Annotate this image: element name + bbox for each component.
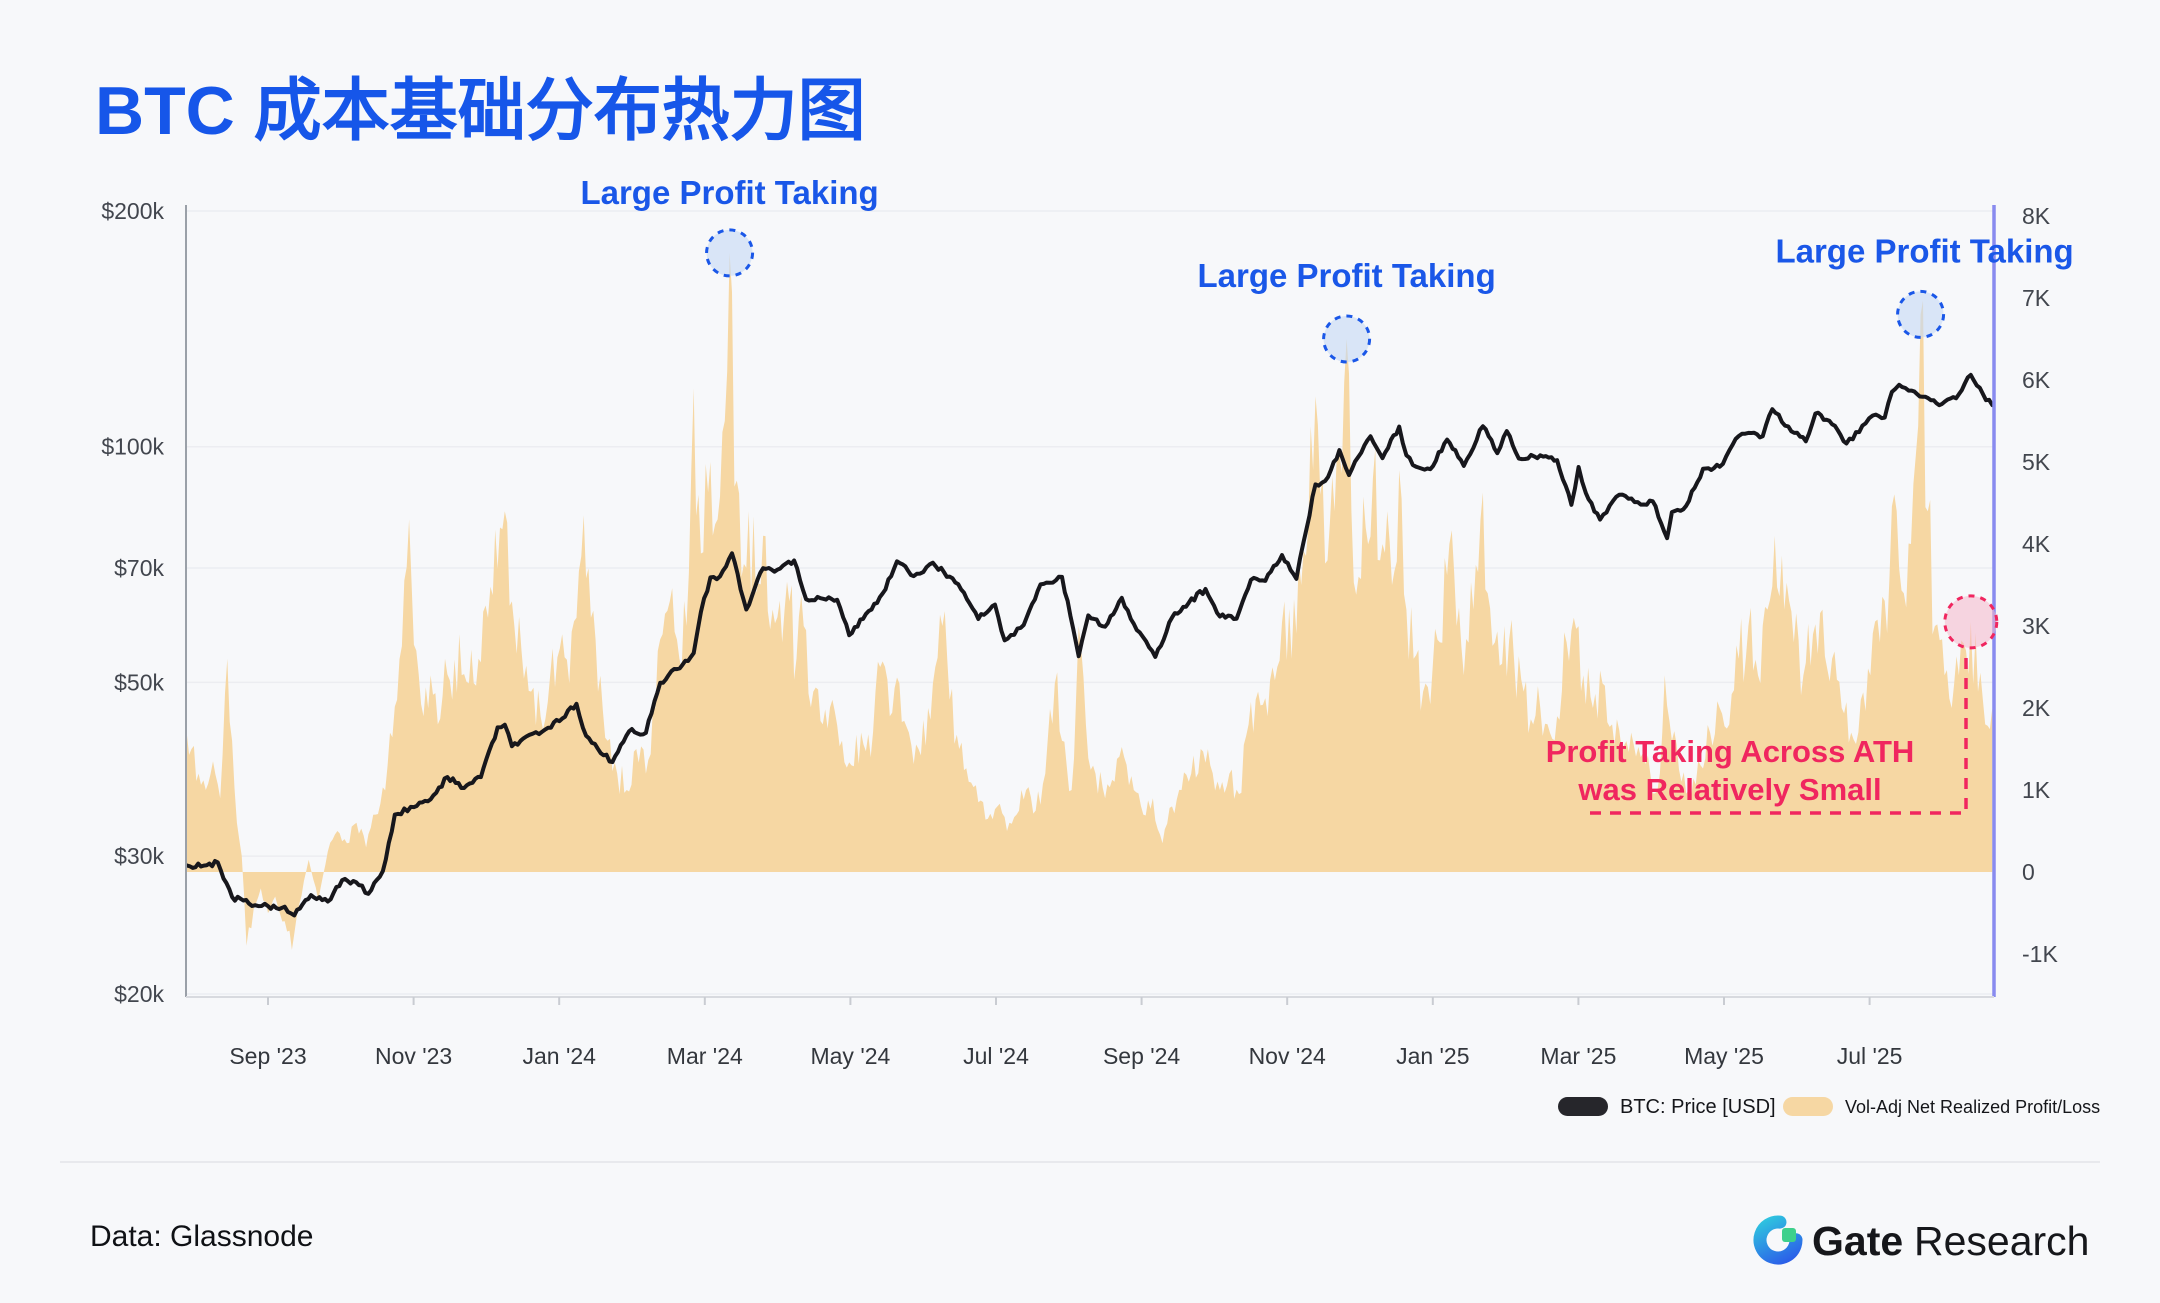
legend-pnl-label: Vol-Adj Net Realized Profit/Loss [1845, 1097, 2100, 1117]
x-axis-tick-label: Sep '24 [1103, 1043, 1180, 1069]
large-profit-label: Large Profit Taking [1197, 257, 1495, 294]
left-axis-tick-label: $70k [114, 555, 164, 581]
large-profit-label: Large Profit Taking [1775, 232, 2073, 269]
left-axis-tick-label: $20k [114, 981, 164, 1007]
data-source-label: Data: Glassnode [90, 1220, 313, 1253]
x-axis-tick-label: Jul '24 [963, 1043, 1029, 1069]
left-axis-tick-label: $50k [114, 669, 164, 695]
x-axis-tick-label: Mar '24 [667, 1043, 743, 1069]
large-profit-label: Large Profit Taking [580, 174, 878, 211]
x-axis-tick-label: Sep '23 [229, 1043, 306, 1069]
annotation-layer: Large Profit Taking Large Profit Taking La… [580, 174, 2074, 650]
large-profit-circle [1322, 314, 1372, 364]
right-axis-tick-label: 2K [2022, 695, 2051, 721]
left-axis-tick-label: $30k [114, 843, 164, 869]
x-axis-labels: Sep '23 Nov '23 Jan '24 Mar '24 May '24 Jul '… [229, 997, 1902, 1069]
right-axis-tick-label: 5K [2022, 449, 2051, 475]
x-axis-tick-label: May '24 [810, 1043, 890, 1069]
right-axis-tick-label: 6K [2022, 367, 2051, 393]
brand-name-bold: Gate [1812, 1218, 1903, 1264]
x-axis-tick-label: Jul '25 [1837, 1043, 1903, 1069]
right-axis-tick-label: -1K [2022, 941, 2058, 967]
y-axis-right-labels: 8K 7K 6K 5K 4K 3K 2K 1K 0 -1K [2022, 203, 2058, 967]
x-axis-tick-label: Mar '25 [1540, 1043, 1616, 1069]
ath-small-profit-circle [1943, 594, 1999, 650]
x-axis-tick-label: Nov '23 [375, 1043, 452, 1069]
brand-name-light: Research [1914, 1218, 2089, 1264]
left-axis-tick-label: $200k [101, 198, 164, 224]
ath-callout-text-line2: was Relatively Small [1577, 772, 1881, 807]
left-axis-tick-label: $100k [101, 434, 164, 460]
ath-callout-dashed-line [1590, 650, 1968, 815]
y-axis-left-labels: $200k $100k $70k $50k $30k $20k [101, 198, 164, 1007]
right-axis-tick-label: 1K [2022, 777, 2051, 803]
x-axis-tick-label: Jan '24 [522, 1043, 596, 1069]
legend-price-swatch [1558, 1097, 1608, 1116]
large-profit-circle [705, 228, 755, 278]
right-axis-tick-label: 8K [2022, 203, 2051, 229]
gate-research-logo: Gate Research [1753, 1215, 2089, 1265]
legend-price-label: BTC: Price [USD] [1620, 1096, 1776, 1118]
gate-logo-green-square [1782, 1228, 1796, 1242]
ath-callout-text-line1: Profit Taking Across ATH [1546, 734, 1915, 769]
x-axis-tick-label: Nov '24 [1249, 1043, 1326, 1069]
right-axis-tick-label: 4K [2022, 531, 2051, 557]
legend-pnl-swatch [1783, 1097, 1833, 1116]
btc-price-line-series [185, 372, 1995, 918]
right-axis-tick-label: 3K [2022, 613, 2051, 639]
x-axis-tick-label: May '25 [1684, 1043, 1764, 1069]
page-title: BTC 成本基础分布热力图 [95, 73, 866, 149]
pnl-area-series [185, 252, 1993, 950]
large-profit-circle [1896, 289, 1946, 339]
right-axis-tick-label: 7K [2022, 285, 2051, 311]
gate-logo-icon [1753, 1215, 1803, 1265]
x-axis-tick-label: Jan '25 [1396, 1043, 1469, 1069]
right-axis-tick-label: 0 [2022, 859, 2035, 885]
